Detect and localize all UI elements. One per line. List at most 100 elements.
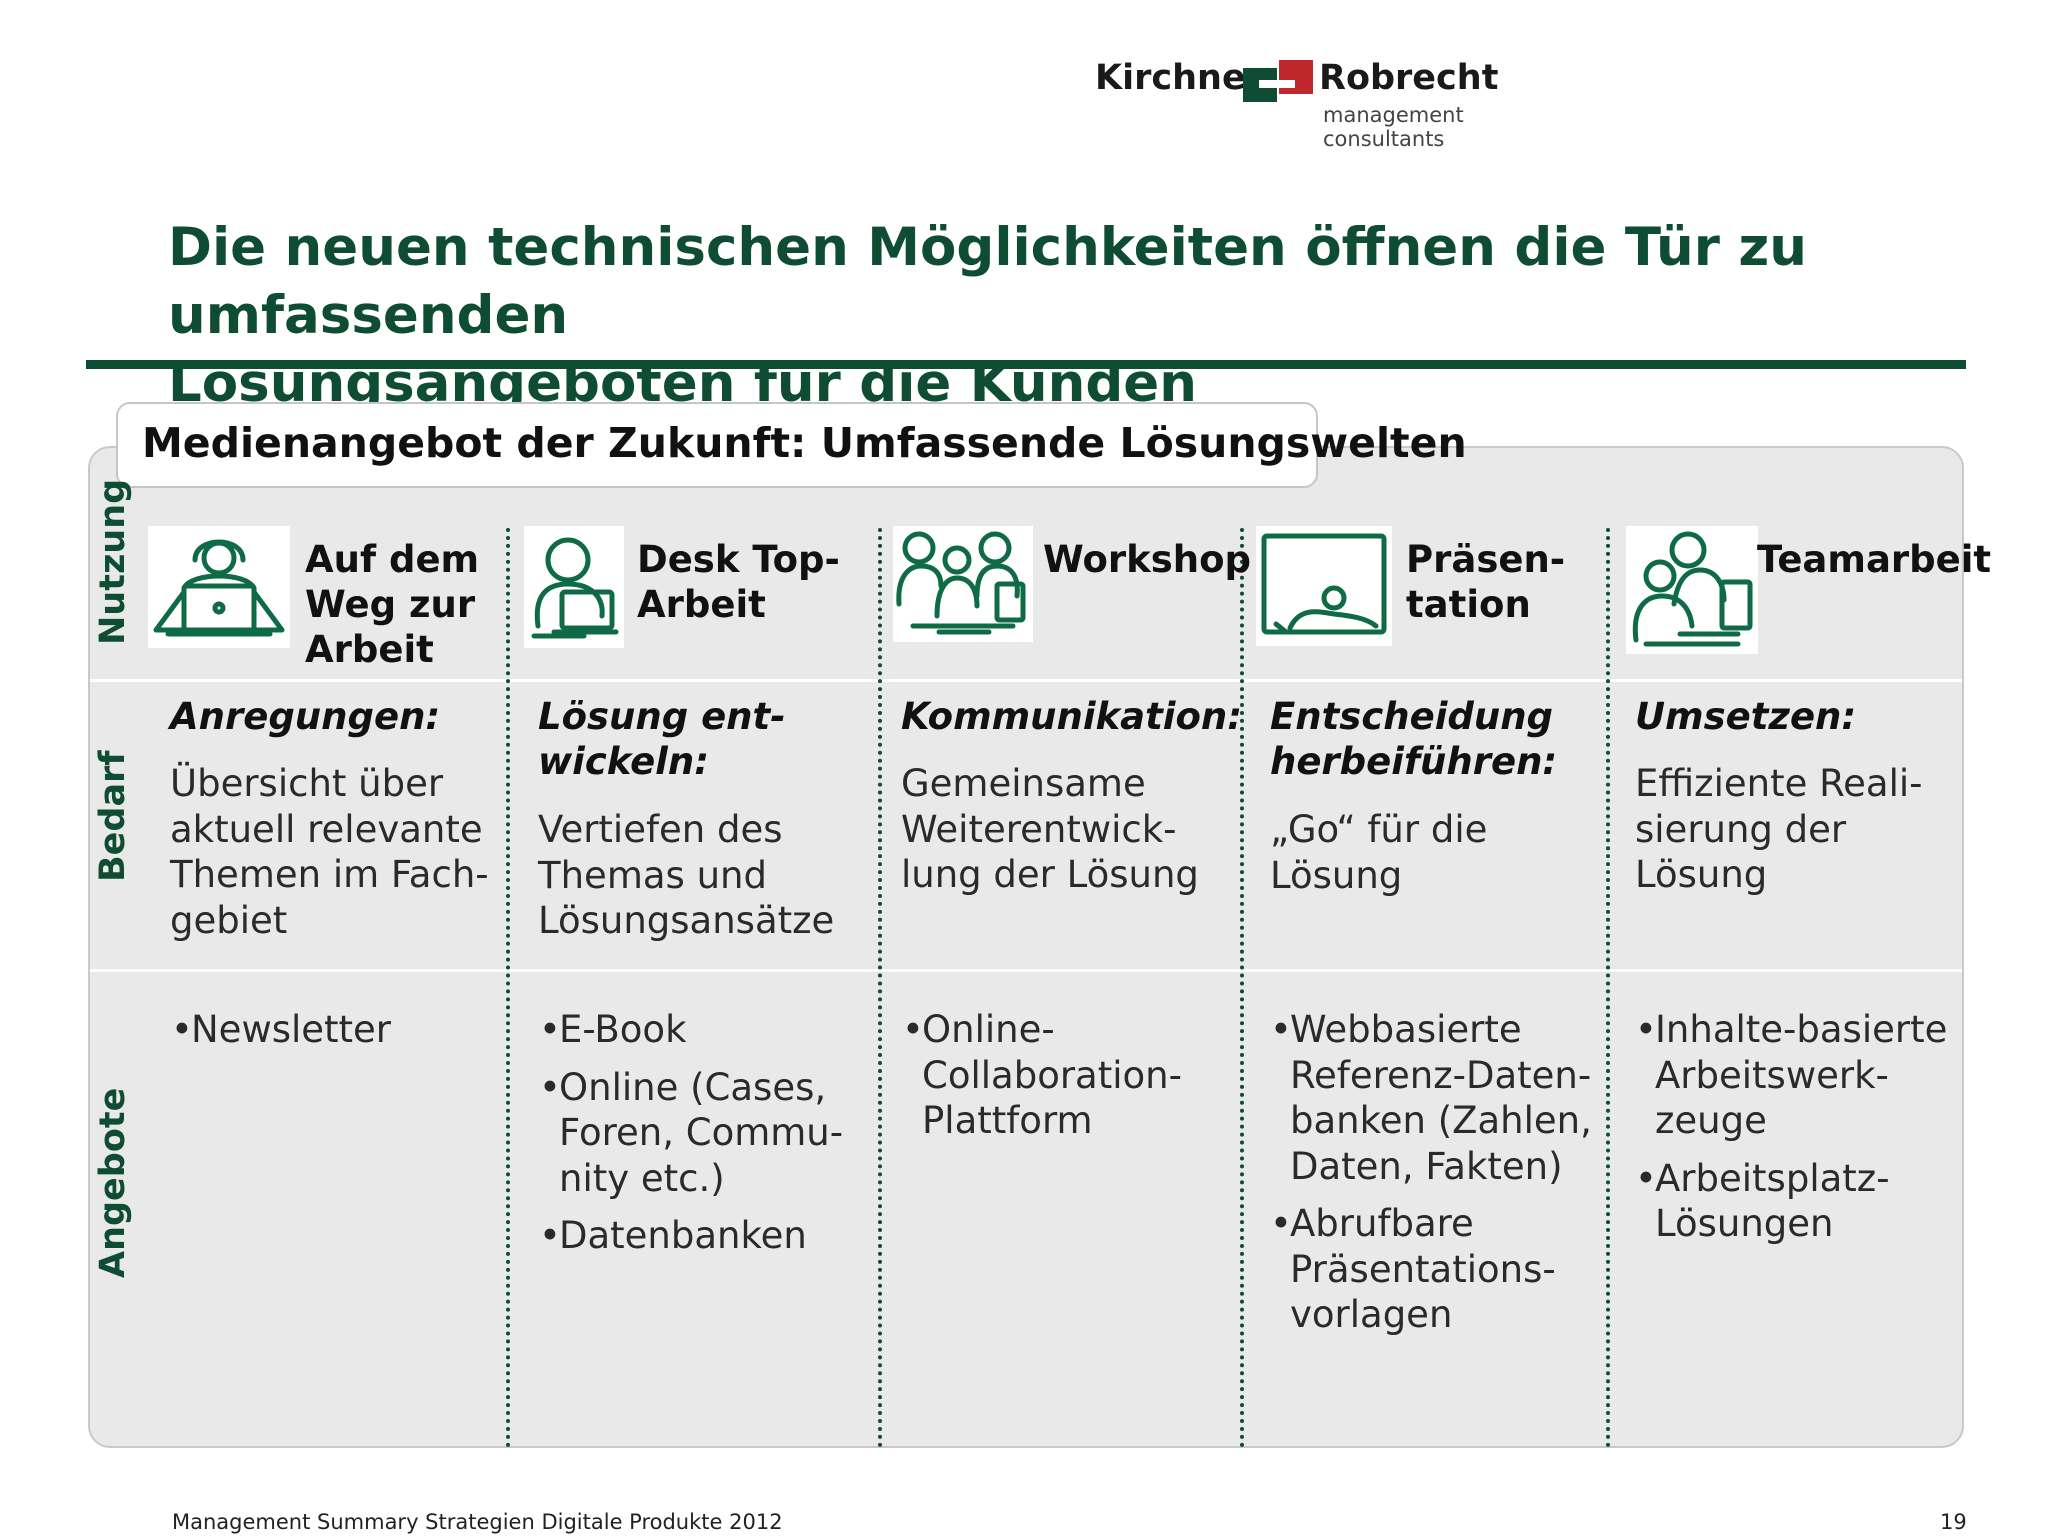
list-item: Arbeitsplatz-Lösungen <box>1635 1156 1955 1247</box>
need-title-umsetzen: Umsetzen: <box>1635 694 1856 739</box>
list-item: Newsletter <box>171 1007 491 1053</box>
column-divider <box>1606 528 1610 1448</box>
text-line: zeuge <box>1655 1099 1767 1142</box>
text-line: Arbeitswerk- <box>1655 1053 1889 1097</box>
text-line: tation <box>1406 583 1531 626</box>
text-line: vorlagen <box>1290 1293 1453 1336</box>
logo-mark-icon <box>1243 60 1313 102</box>
column-divider <box>878 528 882 1448</box>
usage-label-workshop: Workshop <box>1043 537 1251 582</box>
text-line: wickeln: <box>538 740 709 783</box>
text-line: Collaboration- <box>922 1053 1182 1097</box>
text-line: Effiziente Reali- <box>1635 762 1923 805</box>
text-line: Präsen- <box>1406 538 1566 581</box>
text-line: „Go“ für die <box>1270 808 1488 851</box>
logo-word-robrecht: Robrecht <box>1319 58 1499 98</box>
text-line: Kommunikation: <box>901 695 1243 738</box>
row-divider <box>90 679 1962 682</box>
slide-title: Die neuen technischen Möglichkeiten öffn… <box>168 214 1968 418</box>
title-line: Die neuen technischen Möglichkeiten öffn… <box>168 217 1807 346</box>
text-line: Vertiefen des <box>538 808 783 851</box>
teamwork-icon <box>1626 526 1758 654</box>
workshop-group-icon <box>893 526 1033 642</box>
need-text-teamwork: Effiziente Reali- sierung der Lösung <box>1635 761 1923 898</box>
panel-title-box <box>116 402 1318 488</box>
text-line: Referenz-Daten- <box>1290 1053 1592 1097</box>
text-line: sierung der <box>1635 807 1847 851</box>
need-title-kommunikation: Kommunikation: <box>901 694 1242 739</box>
text-line: Daten, Fakten) <box>1290 1144 1563 1188</box>
text-line: Themen im Fach- <box>170 853 489 896</box>
text-line: Foren, Commu- <box>559 1111 844 1154</box>
row-label-bedarf: Bedarf <box>93 750 133 882</box>
text-line: Inhalte-basierte <box>1655 1008 1948 1051</box>
text-line: Gemeinsame <box>901 762 1146 805</box>
title-rule <box>86 360 1966 369</box>
text-line: Anregungen: <box>170 695 441 738</box>
list-item: Datenbanken <box>539 1213 869 1259</box>
text-line: Plattform <box>922 1099 1093 1142</box>
text-line: Datenbanken <box>559 1214 807 1257</box>
text-line: Präsentations- <box>1290 1247 1556 1291</box>
row-divider <box>90 969 1962 972</box>
text-line: lung der Lösung <box>901 853 1199 896</box>
text-line: Abrufbare <box>1290 1202 1474 1245</box>
offers-list-desktop: E-Book Online (Cases,Foren, Commu-nity e… <box>539 1007 869 1271</box>
column-divider <box>1240 528 1244 1448</box>
offers-list-workshop: Online-Collaboration-Plattform <box>902 1007 1232 1156</box>
text-line: Auf dem <box>305 538 480 581</box>
text-line: Umsetzen: <box>1635 695 1857 738</box>
need-title-anregungen: Anregungen: <box>170 694 440 739</box>
footer-text: Management Summary Strategien Digitale P… <box>172 1510 783 1534</box>
list-item: Online-Collaboration-Plattform <box>902 1007 1232 1144</box>
text-line: nity etc.) <box>559 1156 725 1200</box>
text-line: Weiterentwick- <box>901 807 1177 851</box>
need-title-loesung: Lösung ent- wickeln: <box>538 694 786 784</box>
text-line: Arbeit <box>637 583 766 626</box>
text-line: Entscheidung <box>1270 695 1554 738</box>
logo-word-kirchner: Kirchner <box>1095 58 1263 98</box>
usage-label-desktop: Desk Top- Arbeit <box>637 537 840 627</box>
text-line: Arbeitsplatz- <box>1655 1156 1890 1200</box>
offers-list-commute: Newsletter <box>171 1007 491 1065</box>
need-text-commute: Übersicht über aktuell relevante Themen … <box>170 761 489 943</box>
text-line: Workshop <box>1043 538 1252 581</box>
logo-subtitle: management consultants <box>1323 103 1464 151</box>
text-line: Arbeit <box>305 628 434 671</box>
need-text-presentation: „Go“ für die Lösung <box>1270 807 1487 898</box>
need-text-desktop: Vertiefen des Themas und Lösungsansätze <box>538 807 834 944</box>
text-line: herbeiführen: <box>1270 740 1558 783</box>
text-line: Weg zur <box>305 583 476 626</box>
usage-label-commute: Auf dem Weg zur Arbeit <box>305 537 479 672</box>
text-line: Lösung <box>1270 853 1403 897</box>
row-label-angebote: Angebote <box>93 1087 133 1278</box>
panel-title: Medienangebot der Zukunft: Umfassende Lö… <box>142 419 1467 467</box>
presentation-screen-icon <box>1256 526 1392 646</box>
text-line: E-Book <box>559 1008 687 1051</box>
desktop-user-icon <box>524 526 624 648</box>
commuter-laptop-icon <box>148 526 290 648</box>
need-text-workshop: Gemeinsame Weiterentwick- lung der Lösun… <box>901 761 1199 898</box>
text-line: Lösung ent- <box>538 695 786 738</box>
row-label-nutzung: Nutzung <box>93 478 133 645</box>
text-line: Webbasierte <box>1290 1008 1522 1051</box>
company-logo: Kirchner Robrecht management consultants <box>1095 58 1575 151</box>
column-divider <box>506 528 510 1448</box>
text-line: Desk Top- <box>637 538 840 581</box>
need-title-entscheidung: Entscheidung herbeiführen: <box>1270 694 1557 784</box>
text-line: Online- <box>922 1008 1055 1051</box>
text-line: Newsletter <box>191 1008 392 1051</box>
page-number: 19 <box>1940 1510 1967 1534</box>
text-line: Online (Cases, <box>559 1065 827 1109</box>
text-line: Lösung <box>1635 853 1768 896</box>
text-line: Lösungsansätze <box>538 899 835 942</box>
list-item: E-Book <box>539 1007 869 1053</box>
usage-label-teamwork: Teamarbeit <box>1757 537 1991 582</box>
usage-label-presentation: Präsen- tation <box>1406 537 1565 627</box>
text-line: Teamarbeit <box>1757 538 1992 581</box>
